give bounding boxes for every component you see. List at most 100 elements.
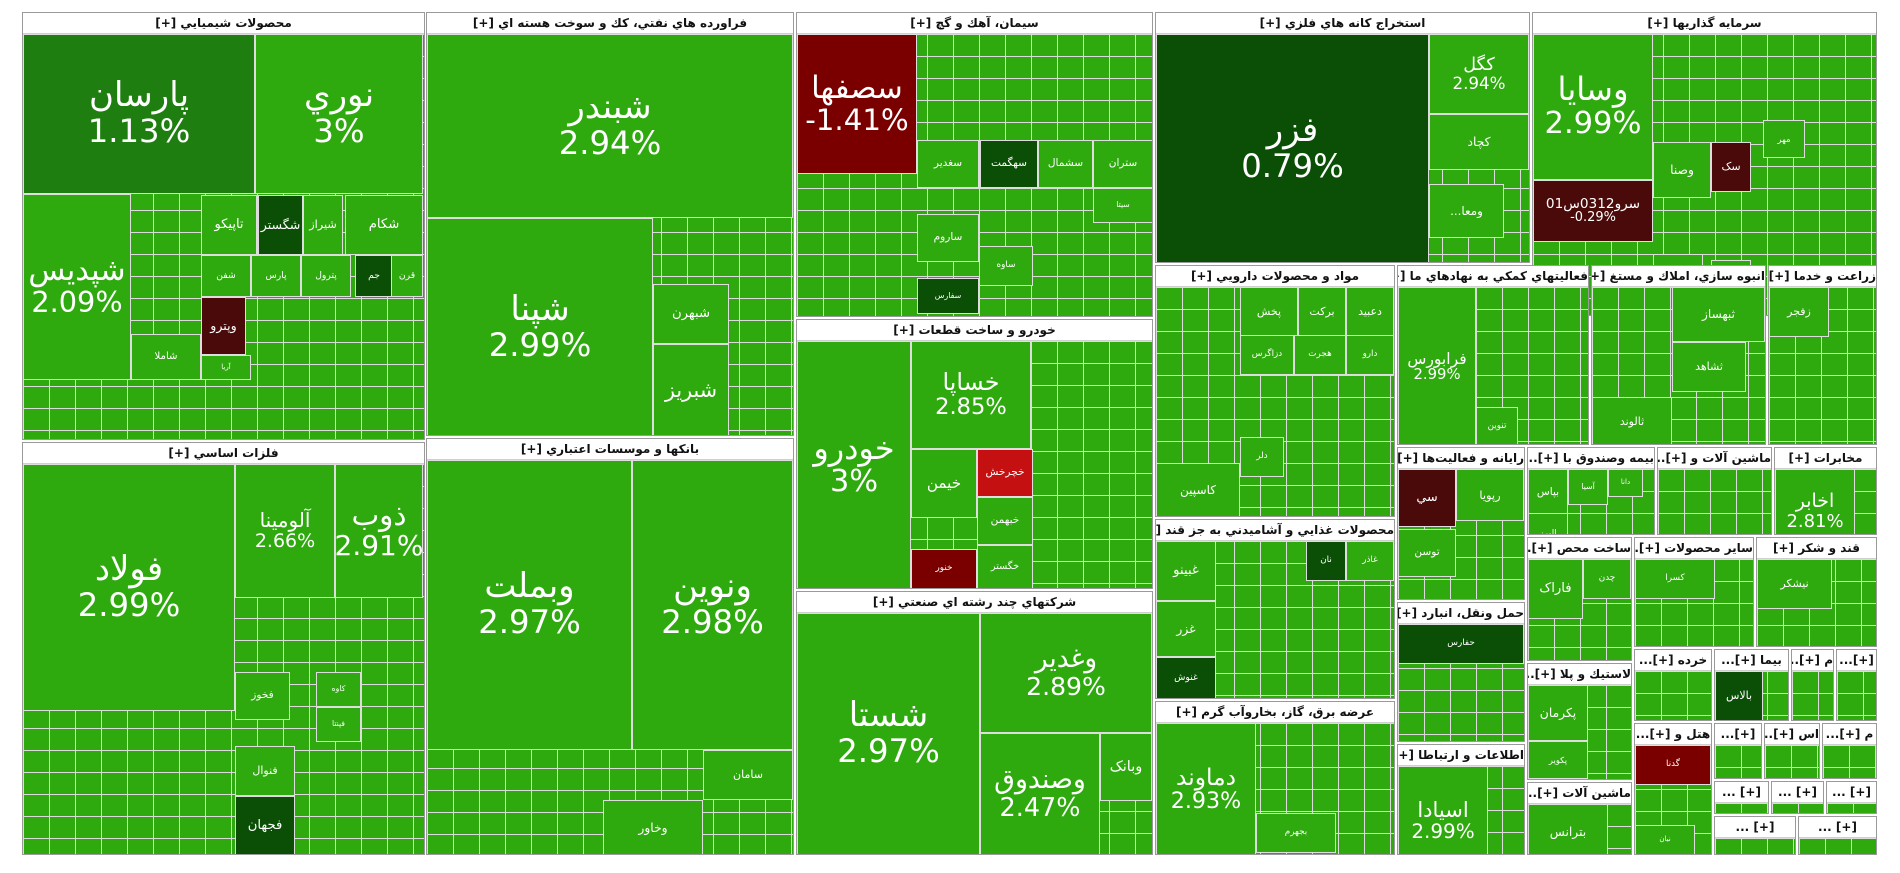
stock-tile[interactable]: نيان	[1635, 825, 1695, 854]
stock-tile[interactable]: سغدير	[917, 140, 979, 188]
stock-tile[interactable]: سک	[1711, 142, 1751, 192]
stock-tile[interactable]: ساروم	[917, 214, 979, 262]
stock-tile[interactable]: فزر 0.79%	[1156, 34, 1429, 262]
stock-tile[interactable]: غنوش	[1156, 657, 1216, 698]
sector-header-hotel[interactable]: هتل و [+]...	[1635, 724, 1711, 745]
sector-header-misc6[interactable]: م [+]...	[1823, 724, 1876, 745]
stock-tile[interactable]: خچرخش	[977, 449, 1033, 497]
sector-header-misc4[interactable]: [+]...	[1715, 724, 1761, 745]
stock-tile[interactable]: شاملا	[131, 334, 201, 380]
stock-tile[interactable]: سي	[1398, 469, 1456, 527]
stock-tile[interactable]: پارس	[251, 255, 301, 297]
stock-tile[interactable]: کچاد	[1429, 114, 1529, 170]
stock-tile[interactable]: چدن	[1583, 559, 1631, 599]
stock-tile[interactable]: غاذر	[1346, 541, 1394, 581]
sector-header-machinery[interactable]: ماشين آلات و [+]...	[1658, 448, 1771, 469]
stock-tile[interactable]: آسيا	[1568, 469, 1608, 505]
stock-tile[interactable]: ونوين 2.98%	[632, 460, 793, 750]
stock-tile[interactable]: اخابر 2.81%	[1775, 469, 1855, 534]
stock-tile[interactable]: سفارس	[917, 278, 979, 314]
stock-tile[interactable]: کاسپين	[1156, 463, 1240, 516]
sector-header-transport[interactable]: حمل ونقل، انبارد [+]...	[1398, 603, 1524, 624]
sector-header-telecom[interactable]: مخابرات [+]	[1775, 448, 1876, 469]
sector-header-software[interactable]: رايانه و فعاليت‌ها [+]...	[1398, 448, 1524, 469]
stock-tile[interactable]: ذوب 2.91%	[335, 464, 423, 598]
stock-tile[interactable]: کگل 2.94%	[1429, 34, 1529, 114]
stock-tile[interactable]: شگستر	[258, 195, 303, 255]
stock-tile[interactable]: زفجر	[1769, 287, 1829, 337]
stock-tile[interactable]: شبندر 2.94%	[427, 34, 793, 218]
stock-tile[interactable]: بجهرم	[1256, 813, 1336, 853]
sector-header-insurance[interactable]: بيمه وصندوق با [+]...	[1528, 448, 1654, 469]
stock-tile[interactable]: شستا 2.97%	[797, 613, 980, 854]
stock-tile[interactable]: غبينو	[1156, 541, 1216, 601]
stock-tile[interactable]: ساوه	[979, 246, 1033, 286]
sector-header-misc7[interactable]: [+] ...	[1715, 782, 1768, 803]
sector-header-plastic[interactable]: لاستيك و پلا [+]...	[1528, 664, 1631, 685]
stock-tile[interactable]: مهر	[1763, 120, 1805, 158]
stock-tile[interactable]: سشمال	[1038, 140, 1093, 188]
stock-tile[interactable]: نان	[1306, 541, 1346, 581]
stock-tile[interactable]: خيمن	[911, 449, 977, 518]
sector-header-auto[interactable]: خودرو و ساخت قطعات [+]	[797, 320, 1152, 341]
stock-tile[interactable]: وصندوق 2.47%	[980, 733, 1100, 854]
stock-tile[interactable]: کسرا	[1635, 559, 1715, 599]
stock-tile[interactable]: پترول	[301, 255, 351, 297]
stock-tile[interactable]: وسايا 2.99%	[1533, 34, 1653, 180]
stock-tile[interactable]: تاپيکو	[201, 195, 257, 255]
stock-tile[interactable]: حفارس	[1398, 624, 1524, 664]
stock-tile[interactable]: تنوين	[1476, 407, 1518, 444]
stock-tile[interactable]: رپويا	[1456, 469, 1524, 521]
stock-tile[interactable]: وغدير 2.89%	[980, 613, 1152, 733]
sector-header-chem[interactable]: محصولات شيميايي [+]	[23, 13, 424, 34]
stock-tile[interactable]: وپترو	[201, 297, 246, 355]
sector-header-cement[interactable]: سيمان، آهك و گچ [+]	[797, 13, 1152, 34]
stock-tile[interactable]: البرز	[1528, 513, 1568, 534]
sector-header-bank[interactable]: بانكها و موسسات اعتباري [+]	[427, 439, 793, 460]
stock-tile[interactable]: فولاد 2.99%	[23, 464, 235, 711]
stock-tile[interactable]: دزاگرس	[1240, 335, 1294, 375]
stock-tile[interactable]: برکت	[1298, 287, 1346, 337]
stock-tile[interactable]: پکرمان	[1528, 685, 1588, 741]
stock-tile[interactable]: پکوير	[1528, 741, 1588, 779]
stock-tile[interactable]: نيشکر	[1757, 559, 1832, 609]
stock-tile[interactable]: خساپا 2.85%	[911, 341, 1031, 449]
stock-tile[interactable]: دانا	[1608, 469, 1643, 497]
stock-tile[interactable]: ثالوند	[1592, 397, 1672, 444]
stock-tile[interactable]: شپنا 2.99%	[427, 218, 653, 435]
stock-tile[interactable]: غزر	[1156, 601, 1216, 657]
stock-tile[interactable]: ثبهساز	[1672, 287, 1765, 342]
sector-header-retail[interactable]: خرده [+]...	[1635, 650, 1711, 671]
stock-tile[interactable]: وبملت 2.97%	[427, 460, 632, 750]
stock-tile[interactable]: دارو	[1346, 335, 1394, 375]
stock-tile[interactable]: خگستر	[977, 545, 1033, 588]
sector-header-otherprod[interactable]: ساير محصولات [+]...	[1635, 538, 1753, 559]
stock-tile[interactable]: فجهان	[235, 796, 295, 854]
stock-tile[interactable]: دلر	[1240, 437, 1284, 477]
sector-header-sugar[interactable]: قند و شكر [+]	[1757, 538, 1876, 559]
stock-tile[interactable]: دعبيد	[1346, 287, 1394, 337]
stock-tile[interactable]: شفن	[201, 255, 251, 297]
stock-tile[interactable]: بالاس	[1715, 671, 1763, 720]
sector-header-invest[interactable]: سرمايه گذاريها [+]	[1533, 13, 1876, 34]
stock-tile[interactable]: گدنا	[1635, 745, 1711, 785]
stock-tile[interactable]: وبانک	[1100, 733, 1152, 801]
sector-header-misc1[interactable]: بيما [+]...	[1715, 650, 1788, 671]
stock-tile[interactable]: قرن	[391, 255, 423, 297]
sector-header-misc5[interactable]: اس [+]...	[1765, 724, 1819, 745]
stock-tile[interactable]: شکام	[345, 195, 423, 255]
stock-tile[interactable]: شبهرن	[653, 284, 729, 344]
sector-header-agri[interactable]: زراعت و خدما [+]...	[1769, 266, 1876, 287]
stock-tile[interactable]: توسن	[1398, 529, 1456, 577]
stock-tile[interactable]: پخش	[1240, 287, 1298, 337]
sector-header-oil[interactable]: فراورده هاي نفتي، كك و سوخت هسته اي [+]	[427, 13, 793, 34]
sector-header-pharma[interactable]: مواد و محصولات دارويي [+]	[1156, 266, 1394, 287]
sector-header-misc9[interactable]: [+] ...	[1827, 782, 1876, 803]
sector-header-construction[interactable]: ساخت محص [+]...	[1528, 538, 1631, 559]
sector-header-metal[interactable]: فلزات اساسي [+]	[23, 443, 424, 464]
stock-tile[interactable]: فخوز	[235, 672, 290, 720]
stock-tile[interactable]: ومعا...	[1429, 184, 1504, 238]
sector-header-machine2[interactable]: ماشين آلات [+]...	[1528, 783, 1631, 804]
sector-header-multi[interactable]: شركتهاي چند رشته اي صنعتي [+]	[797, 592, 1152, 613]
stock-tile[interactable]: کاوه	[316, 672, 361, 707]
